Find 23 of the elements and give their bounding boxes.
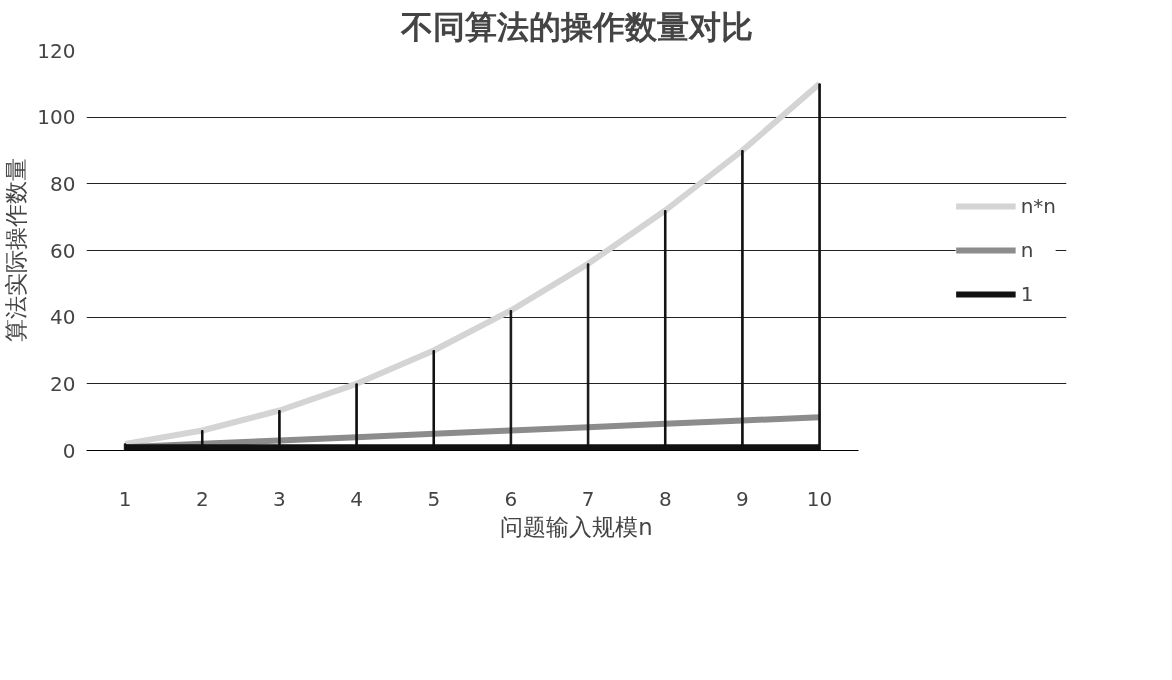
y-tick-label: 80 [50,171,76,196]
chart-title: 不同算法的操作数量对比 [399,7,753,46]
x-tick-label: 6 [504,486,518,511]
x-tick-label: 2 [195,486,209,511]
x-tick-label: 5 [427,486,441,511]
x-tick-label: 3 [273,486,286,511]
x-tick-label: 1 [118,486,132,511]
y-axis-title: 算法实际操作数量 [3,158,30,343]
x-tick-label: 8 [658,486,672,511]
x-tick-label: 9 [736,486,749,511]
legend-label: n [1020,238,1035,262]
y-tick-label: 60 [50,238,76,263]
x-axis-title: 问题输入规模n [500,513,653,540]
x-tick-label: 7 [581,486,595,511]
legend-label: 1 [1020,282,1035,306]
y-tick-label: 40 [50,305,76,330]
y-tick-label: 100 [37,105,76,130]
x-tick-label: 4 [350,486,363,511]
legend-label: n*n [1020,194,1056,218]
y-tick-label: 120 [37,38,76,63]
x-tick-label: 10 [806,486,833,511]
y-tick-label: 20 [50,371,76,396]
y-tick-label: 0 [62,438,76,463]
